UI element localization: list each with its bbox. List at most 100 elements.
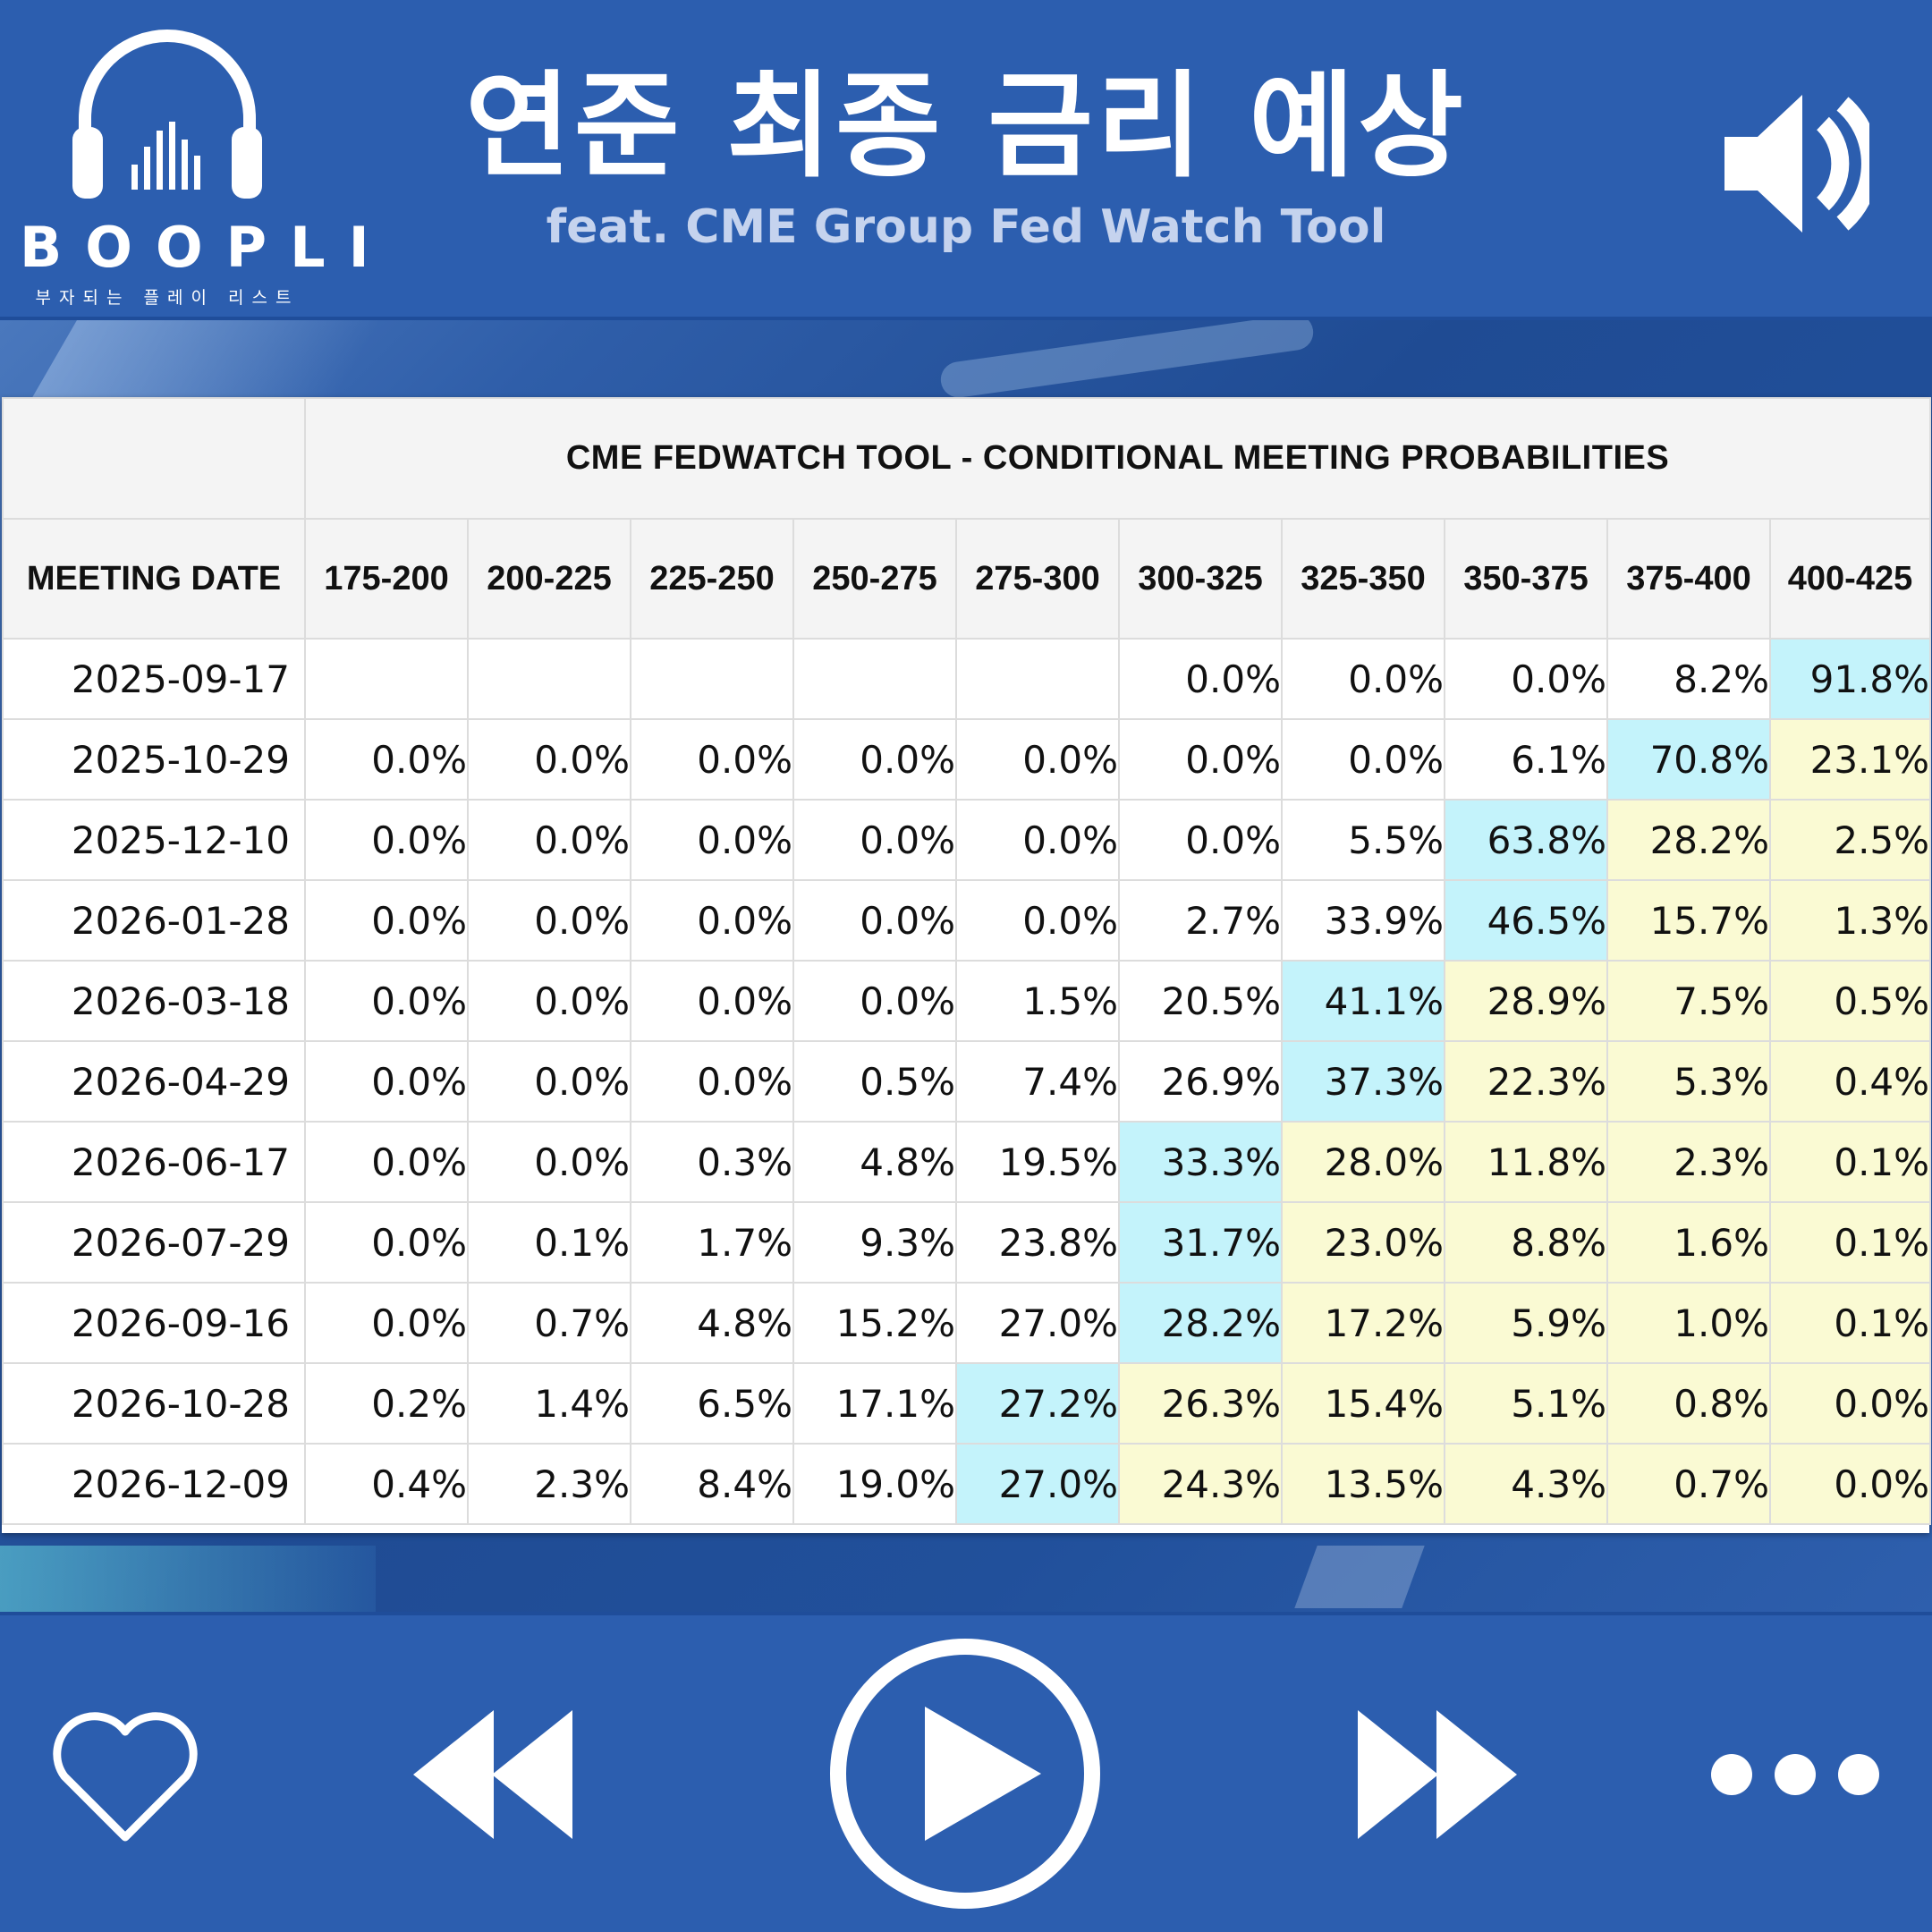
probability-cell: 26.3% [1118, 1362, 1283, 1445]
headphones-icon [72, 30, 262, 199]
probability-cell: 0.1% [1768, 1121, 1932, 1203]
probability-cell: 0.0% [467, 960, 631, 1042]
probability-cell: 31.7% [1118, 1201, 1283, 1284]
player-bar [0, 1612, 1932, 1932]
table-row: 2026-12-09 0.4% 2.3% 8.4% 19.0% 27.0% 24.3% 13.… [2, 1443, 1932, 1525]
probability-cell: 7.4% [955, 1040, 1120, 1123]
probability-cell: 11.8% [1444, 1121, 1608, 1203]
probability-cell: 28.2% [1606, 799, 1771, 881]
probability-cell: 0.0% [304, 718, 469, 801]
rate-range-header: 400-425 [1768, 518, 1932, 640]
meeting-date-header: MEETING DATE [2, 518, 306, 640]
brand-name: BOOPLI [20, 215, 393, 280]
rate-range-header: 175-200 [304, 518, 469, 640]
meeting-date-cell: 2026-09-16 [2, 1282, 306, 1364]
rewind-icon[interactable] [413, 1710, 574, 1839]
probability-cell: 0.0% [304, 1121, 469, 1203]
table-row: 2026-06-17 0.0% 0.0% 0.3% 4.8% 19.5% 33.3% 28.0… [2, 1121, 1932, 1203]
meeting-date-cell: 2026-01-28 [2, 879, 306, 962]
volume-icon[interactable] [1717, 88, 1869, 240]
probability-cell: 27.0% [955, 1282, 1120, 1364]
probability-cell: 0.0% [1118, 718, 1283, 801]
probability-cell: 1.4% [467, 1362, 631, 1445]
probability-cell [467, 638, 631, 720]
probability-cell: 15.7% [1606, 879, 1771, 962]
probability-cell: 15.2% [792, 1282, 957, 1364]
table-row: 2026-07-29 0.0% 0.1% 1.7% 9.3% 23.8% 31.7% 23.0… [2, 1201, 1932, 1284]
probability-cell: 0.0% [792, 879, 957, 962]
probability-cell: 23.1% [1768, 718, 1932, 801]
fedwatch-table-panel: CME FEDWATCH TOOL - CONDITIONAL MEETING … [2, 397, 1932, 1533]
probability-cell: 5.1% [1444, 1362, 1608, 1445]
fast-forward-icon[interactable] [1358, 1710, 1519, 1839]
probability-cell: 0.0% [955, 718, 1120, 801]
probability-cell: 27.2% [955, 1362, 1120, 1445]
probability-cell [304, 638, 469, 720]
probability-cell: 70.8% [1606, 718, 1771, 801]
probability-table: CME FEDWATCH TOOL - CONDITIONAL MEETING … [2, 397, 1932, 1525]
table-row: 2025-10-29 0.0% 0.0% 0.0% 0.0% 0.0% 0.0% 0.0% 6.… [2, 718, 1932, 801]
probability-cell: 0.0% [304, 960, 469, 1042]
probability-cell: 2.3% [467, 1443, 631, 1525]
probability-cell: 13.5% [1281, 1443, 1445, 1525]
probability-cell: 2.5% [1768, 799, 1932, 881]
probability-cell: 8.2% [1606, 638, 1771, 720]
probability-cell: 0.0% [467, 879, 631, 962]
probability-cell: 0.0% [955, 799, 1120, 881]
probability-cell: 22.3% [1444, 1040, 1608, 1123]
rate-range-header: 275-300 [955, 518, 1120, 640]
probability-cell: 0.2% [304, 1362, 469, 1445]
table-row: 2026-03-18 0.0% 0.0% 0.0% 0.0% 1.5% 20.5% 41.1%… [2, 960, 1932, 1042]
probability-cell: 0.8% [1606, 1362, 1771, 1445]
probability-cell: 0.1% [1768, 1282, 1932, 1364]
probability-cell: 5.3% [1606, 1040, 1771, 1123]
probability-cell: 27.0% [955, 1443, 1120, 1525]
probability-cell: 0.0% [1118, 638, 1283, 720]
probability-cell: 0.0% [1768, 1443, 1932, 1525]
probability-cell: 0.7% [467, 1282, 631, 1364]
probability-cell: 0.1% [467, 1201, 631, 1284]
probability-cell: 1.7% [630, 1201, 794, 1284]
probability-cell: 0.0% [1768, 1362, 1932, 1445]
probability-cell: 0.0% [467, 799, 631, 881]
play-button[interactable] [826, 1635, 1104, 1912]
brand-tagline: 부자되는 플레이 리스트 [35, 288, 300, 308]
corner-cell [2, 397, 306, 520]
rate-range-header: 375-400 [1606, 518, 1771, 640]
probability-cell: 4.8% [630, 1282, 794, 1364]
probability-cell: 23.8% [955, 1201, 1120, 1284]
probability-cell: 1.3% [1768, 879, 1932, 962]
probability-cell: 6.1% [1444, 718, 1608, 801]
probability-cell: 28.9% [1444, 960, 1608, 1042]
probability-cell: 0.0% [304, 1040, 469, 1123]
meeting-date-cell: 2026-04-29 [2, 1040, 306, 1123]
probability-cell: 7.5% [1606, 960, 1771, 1042]
probability-cell: 8.8% [1444, 1201, 1608, 1284]
heart-icon[interactable] [47, 1705, 204, 1848]
table-row: 2025-12-10 0.0% 0.0% 0.0% 0.0% 0.0% 0.0% 5.5% 63… [2, 799, 1932, 881]
probability-cell: 0.0% [304, 879, 469, 962]
probability-cell: 0.0% [467, 1040, 631, 1123]
probability-cell: 41.1% [1281, 960, 1445, 1042]
probability-cell: 63.8% [1444, 799, 1608, 881]
probability-cell: 2.3% [1606, 1121, 1771, 1203]
probability-cell: 0.0% [630, 1040, 794, 1123]
probability-cell: 19.5% [955, 1121, 1120, 1203]
probability-cell: 28.0% [1281, 1121, 1445, 1203]
probability-cell: 0.0% [304, 1282, 469, 1364]
table-row: 2025-09-17 0.0% 0.0% 0.0% 8.2% 91.8% [2, 638, 1932, 720]
probability-cell: 9.3% [792, 1201, 957, 1284]
probability-cell: 0.0% [467, 718, 631, 801]
probability-cell: 17.2% [1281, 1282, 1445, 1364]
probability-cell: 91.8% [1768, 638, 1932, 720]
probability-cell: 20.5% [1118, 960, 1283, 1042]
probability-cell: 2.7% [1118, 879, 1283, 962]
rate-range-header: 325-350 [1281, 518, 1445, 640]
probability-cell: 15.4% [1281, 1362, 1445, 1445]
probability-cell: 0.5% [792, 1040, 957, 1123]
table-caption: CME FEDWATCH TOOL - CONDITIONAL MEETING … [303, 397, 1932, 520]
more-icon[interactable] [1710, 1750, 1880, 1800]
probability-cell: 26.9% [1118, 1040, 1283, 1123]
probability-cell: 1.5% [955, 960, 1120, 1042]
play-icon [925, 1707, 1041, 1841]
